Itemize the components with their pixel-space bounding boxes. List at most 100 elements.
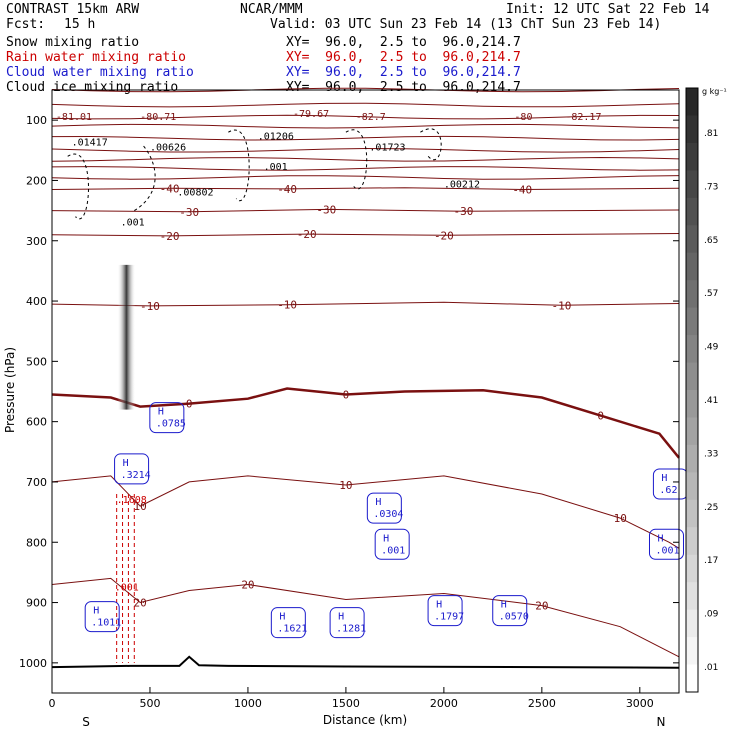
- colorbar-swatch: [686, 444, 698, 473]
- cloud-ice-label: .001: [264, 162, 288, 173]
- upper-contour-line: [51, 166, 680, 171]
- colorbar-label: .73: [704, 182, 718, 192]
- colorbar-swatch: [686, 197, 698, 226]
- y-tick-label: 300: [26, 235, 47, 248]
- cloud-water-contour: [492, 595, 528, 627]
- rain-water-label: .001: [115, 582, 139, 593]
- x-tick-label: 500: [139, 697, 160, 710]
- colorbar-swatch: [686, 664, 698, 693]
- cloud-water-max-label: .0785: [156, 419, 186, 430]
- temperature-contour-label: 20: [241, 578, 254, 591]
- colorbar-swatch: [686, 554, 698, 583]
- colorbar-swatch: [686, 335, 698, 364]
- colorbar-swatch: [686, 390, 698, 418]
- cloud-water-max-marker: H: [375, 497, 381, 508]
- temperature-contour-label: 10: [134, 500, 147, 513]
- rain-water-label: .1608: [117, 495, 147, 506]
- temperature-contour-label: 0: [597, 410, 604, 423]
- cloud-ice-label: -82.17: [565, 112, 601, 123]
- cloud-water-max-marker: H: [279, 612, 285, 623]
- temperature-contour-line: [51, 475, 680, 549]
- temperature-contour-label: 10: [614, 512, 627, 525]
- colorbar-swatch: [686, 609, 698, 638]
- valid-time: Valid: 03 UTC Sun 23 Feb 14 (13 ChT Sun …: [270, 17, 662, 32]
- cloud-ice-label: .001: [121, 218, 145, 229]
- colorbar-label: .41: [704, 396, 718, 406]
- field-cloud-water: Cloud water mixing ratio: [6, 65, 194, 80]
- temperature-contour-label: -10: [277, 299, 297, 312]
- colorbar-swatch: [686, 280, 698, 309]
- temperature-contour-label: -20: [434, 229, 454, 242]
- cloud-water-max-marker: H: [436, 600, 442, 611]
- cloud-ice-label: .00212: [444, 180, 480, 191]
- temperature-contour-label: -20: [297, 228, 317, 241]
- cloud-water-contour: [648, 528, 684, 560]
- upper-contour-line: [51, 123, 680, 129]
- temperature-contour-label: -30: [316, 203, 336, 216]
- south-label: S: [82, 715, 90, 729]
- temperature-contour-label: 0: [343, 389, 350, 402]
- cloud-ice-label: -79.67: [293, 109, 329, 120]
- cloud-water-max-label: .1011: [91, 618, 121, 629]
- cloud-water-contour: [427, 595, 463, 627]
- x-axis-label: Distance (km): [323, 713, 407, 727]
- init-time: Init: 12 UTC Sat 22 Feb 14: [506, 2, 710, 17]
- cloud-water-max-label: .0304: [373, 509, 403, 520]
- colorbar-label: .25: [704, 503, 718, 513]
- cloud-ice-label: .01417: [72, 137, 108, 148]
- cloud-water-contour: [114, 453, 150, 485]
- cloud-water-max-label: .1621: [277, 624, 307, 635]
- cloud-water-max-marker: H: [123, 458, 129, 469]
- upper-contour-line: [51, 156, 680, 162]
- xy-snow: XY= 96.0, 2.5 to 96.0,214.7: [286, 35, 521, 50]
- y-tick-label: 200: [26, 174, 47, 187]
- temperature-contour-label: -40: [512, 183, 532, 196]
- cloud-ice-label: .01723: [369, 142, 405, 153]
- snow-mixing-column: [117, 264, 136, 410]
- temperature-contour-label: 10: [339, 479, 352, 492]
- x-tick-label: 0: [49, 697, 56, 710]
- colorbar-label: .01: [704, 663, 718, 673]
- temperature-contour-label: -40: [277, 183, 297, 196]
- temperature-contour-label: -10: [140, 300, 160, 313]
- forecast-label: Fcst:: [6, 17, 46, 32]
- temperature-contour-label: 20: [535, 600, 548, 613]
- cloud-ice-label: .01206: [258, 131, 294, 142]
- cloud-ice-contour: [228, 129, 250, 202]
- temperature-contour-line: [51, 187, 680, 191]
- y-tick-label: 700: [26, 476, 47, 489]
- colorbar-swatch: [686, 252, 698, 281]
- colorbar-swatch: [686, 527, 698, 556]
- colorbar-swatch: [686, 499, 698, 528]
- colorbar-label: .81: [704, 129, 718, 139]
- colorbar-frame: [685, 87, 699, 693]
- cloud-ice-contour: [345, 129, 368, 190]
- x-tick-label: 1000: [234, 697, 262, 710]
- y-tick-label: 600: [26, 416, 47, 429]
- temperature-contour-line: [51, 577, 680, 658]
- cloud-water-max-marker: H: [338, 612, 344, 623]
- cloud-ice-contour: [420, 128, 442, 160]
- colorbar-swatch: [686, 88, 698, 116]
- cloud-water-max-label: .001: [381, 545, 405, 556]
- temperature-contour-label: -30: [454, 205, 474, 218]
- cloud-water-max-marker: H: [93, 606, 99, 617]
- colorbar-unit: g kg⁻¹: [702, 87, 727, 96]
- x-tick-label: 2500: [528, 697, 556, 710]
- y-axis-label: Pressure (hPa): [3, 347, 17, 433]
- upper-contour-line: [51, 87, 680, 93]
- temperature-contour-line: [51, 233, 680, 237]
- cloud-ice-label: .00802: [177, 188, 213, 199]
- center-label: NCAR/MMM: [240, 2, 303, 17]
- field-snow: Snow mixing ratio: [6, 35, 140, 50]
- north-label: N: [657, 715, 666, 729]
- cloud-water-contour: [374, 528, 410, 560]
- colorbar-label: .49: [704, 343, 719, 353]
- upper-contour-line: [51, 175, 680, 180]
- terrain-line: [51, 655, 680, 669]
- cloud-water-contour: [84, 601, 120, 633]
- y-tick-label: 400: [26, 295, 47, 308]
- x-tick-label: 3000: [626, 697, 654, 710]
- upper-contour-line: [51, 102, 680, 108]
